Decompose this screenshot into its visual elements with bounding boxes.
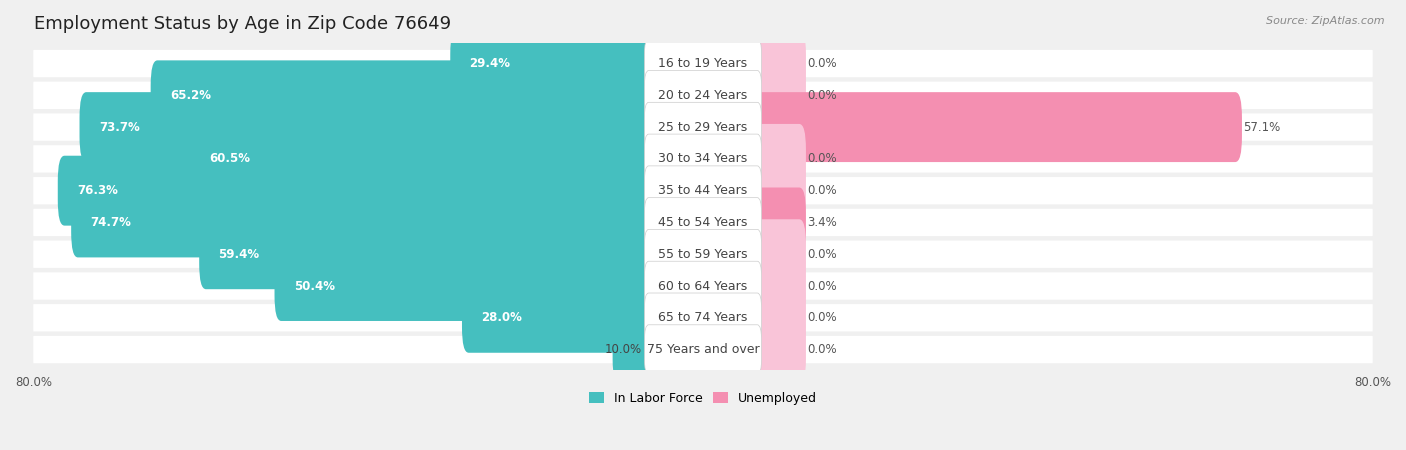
Text: 0.0%: 0.0% (807, 184, 837, 197)
FancyBboxPatch shape (34, 209, 1372, 236)
Text: 25 to 29 Years: 25 to 29 Years (658, 121, 748, 134)
Text: 28.0%: 28.0% (481, 311, 522, 324)
FancyBboxPatch shape (274, 251, 655, 321)
Text: 0.0%: 0.0% (807, 279, 837, 292)
Text: 50.4%: 50.4% (294, 279, 335, 292)
Text: 74.7%: 74.7% (90, 216, 131, 229)
FancyBboxPatch shape (34, 272, 1372, 300)
FancyBboxPatch shape (34, 145, 1372, 172)
FancyBboxPatch shape (34, 113, 1372, 141)
FancyBboxPatch shape (751, 188, 806, 257)
FancyBboxPatch shape (34, 81, 1372, 109)
FancyBboxPatch shape (72, 188, 655, 257)
FancyBboxPatch shape (751, 219, 806, 289)
Text: 30 to 34 Years: 30 to 34 Years (658, 153, 748, 166)
FancyBboxPatch shape (34, 304, 1372, 332)
FancyBboxPatch shape (644, 166, 762, 216)
FancyBboxPatch shape (644, 102, 762, 152)
FancyBboxPatch shape (613, 315, 655, 385)
FancyBboxPatch shape (34, 241, 1372, 268)
Text: 76.3%: 76.3% (77, 184, 118, 197)
FancyBboxPatch shape (34, 336, 1372, 363)
FancyBboxPatch shape (190, 124, 655, 194)
Text: 0.0%: 0.0% (807, 153, 837, 166)
Text: 29.4%: 29.4% (470, 57, 510, 70)
FancyBboxPatch shape (644, 134, 762, 184)
Text: 59.4%: 59.4% (218, 248, 260, 261)
FancyBboxPatch shape (751, 92, 1241, 162)
Text: Employment Status by Age in Zip Code 76649: Employment Status by Age in Zip Code 766… (34, 15, 451, 33)
FancyBboxPatch shape (751, 29, 806, 99)
FancyBboxPatch shape (644, 198, 762, 247)
Text: 65 to 74 Years: 65 to 74 Years (658, 311, 748, 324)
Text: 10.0%: 10.0% (605, 343, 643, 356)
Text: Source: ZipAtlas.com: Source: ZipAtlas.com (1267, 16, 1385, 26)
FancyBboxPatch shape (34, 177, 1372, 204)
FancyBboxPatch shape (644, 261, 762, 311)
Text: 45 to 54 Years: 45 to 54 Years (658, 216, 748, 229)
FancyBboxPatch shape (34, 50, 1372, 77)
Text: 65.2%: 65.2% (170, 89, 211, 102)
Text: 55 to 59 Years: 55 to 59 Years (658, 248, 748, 261)
FancyBboxPatch shape (751, 124, 806, 194)
Text: 35 to 44 Years: 35 to 44 Years (658, 184, 748, 197)
Text: 0.0%: 0.0% (807, 57, 837, 70)
FancyBboxPatch shape (58, 156, 655, 225)
Text: 57.1%: 57.1% (1244, 121, 1281, 134)
Text: 16 to 19 Years: 16 to 19 Years (658, 57, 748, 70)
FancyBboxPatch shape (80, 92, 655, 162)
Text: 0.0%: 0.0% (807, 311, 837, 324)
FancyBboxPatch shape (751, 283, 806, 353)
FancyBboxPatch shape (150, 60, 655, 130)
Text: 0.0%: 0.0% (807, 248, 837, 261)
FancyBboxPatch shape (463, 283, 655, 353)
FancyBboxPatch shape (450, 29, 655, 99)
FancyBboxPatch shape (751, 315, 806, 385)
FancyBboxPatch shape (200, 219, 655, 289)
FancyBboxPatch shape (751, 60, 806, 130)
Legend: In Labor Force, Unemployed: In Labor Force, Unemployed (583, 387, 823, 410)
Text: 60.5%: 60.5% (209, 153, 250, 166)
Text: 20 to 24 Years: 20 to 24 Years (658, 89, 748, 102)
Text: 0.0%: 0.0% (807, 89, 837, 102)
Text: 3.4%: 3.4% (807, 216, 838, 229)
Text: 60 to 64 Years: 60 to 64 Years (658, 279, 748, 292)
Text: 73.7%: 73.7% (98, 121, 139, 134)
FancyBboxPatch shape (644, 230, 762, 279)
FancyBboxPatch shape (644, 39, 762, 88)
FancyBboxPatch shape (644, 71, 762, 120)
FancyBboxPatch shape (644, 293, 762, 342)
FancyBboxPatch shape (751, 156, 806, 225)
FancyBboxPatch shape (644, 325, 762, 374)
FancyBboxPatch shape (751, 251, 806, 321)
Text: 75 Years and over: 75 Years and over (647, 343, 759, 356)
Text: 0.0%: 0.0% (807, 343, 837, 356)
